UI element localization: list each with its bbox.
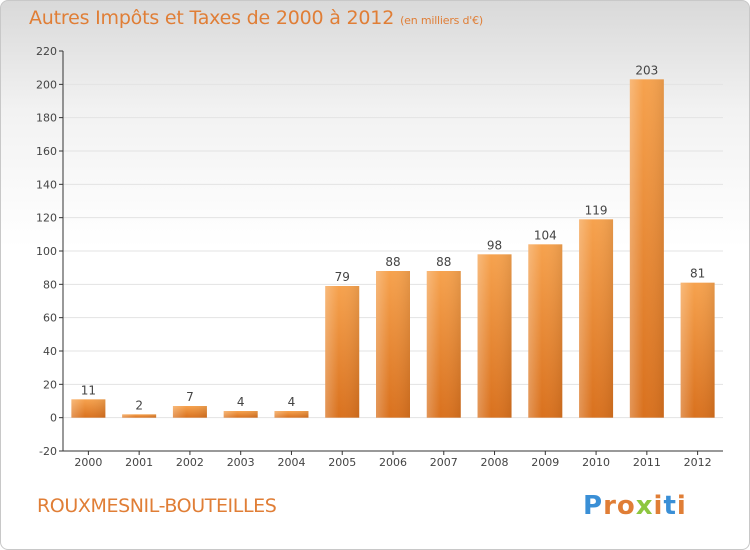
chart-subtitle: (en milliers d'€) [400,14,483,27]
logo-letter: i [676,491,687,521]
y-tick-label: 120 [36,212,57,225]
x-tick-label: 2009 [531,456,559,469]
bar-shading [680,282,715,418]
bar-shading [172,406,207,418]
data-label: 88 [385,255,400,269]
data-label: 88 [436,255,451,269]
proxiti-logo[interactable]: Proxiti [583,491,687,521]
data-label: 7 [186,390,194,404]
chart-title-text: Autres Impôts et Taxes de 2000 à 2012 [29,7,395,29]
y-tick-label: 180 [36,112,57,125]
bar-shading [629,79,664,418]
axes [59,50,723,455]
y-tick-label: 140 [36,178,57,191]
x-tick-label: 2001 [125,456,153,469]
logo-letter: i [653,491,664,521]
data-label: 2 [135,398,143,412]
bar-shading [376,271,410,418]
y-tick-label: 20 [43,378,57,391]
logo-letter: P [583,491,604,521]
bar-shading [579,219,614,418]
x-tick-label: 2002 [176,456,204,469]
bar-shading [528,244,563,418]
logo-letter: r [603,491,617,521]
bar-shading [325,286,360,418]
y-tick-label: 0 [50,412,57,425]
x-tick-label: 2011 [633,456,661,469]
logo-letter: t [663,491,677,521]
data-label: 98 [487,238,502,252]
logo-letter: x [635,491,654,521]
y-tick-label: 100 [36,245,57,258]
x-tick-label: 2005 [328,456,356,469]
bar-shading [223,411,258,418]
bar-shading [71,399,106,418]
x-tick-label: 2006 [379,456,407,469]
data-label: 4 [237,395,245,409]
y-tick-label: -20 [39,445,57,458]
data-label: 11 [81,383,96,397]
bar-shading [274,411,309,418]
data-label: 119 [585,203,608,217]
data-label: 104 [534,228,557,242]
data-label: 79 [335,270,350,284]
location-name: ROUXMESNIL-BOUTEILLES [37,495,277,517]
data-label: 4 [288,395,296,409]
y-tick-label: 40 [43,345,57,358]
bar-shading [426,271,461,418]
data-label: 81 [690,267,705,281]
chart-title: Autres Impôts et Taxes de 2000 à 2012 (en… [29,7,483,29]
bar-shading [122,414,157,418]
y-tick-label: 200 [36,78,57,91]
x-tick-label: 2007 [430,456,458,469]
data-label: 203 [635,63,658,77]
x-tick-label: 2003 [227,456,255,469]
x-tick-label: 2012 [684,456,712,469]
x-tick-label: 2010 [582,456,610,469]
labels: -20 0 20 40 60 80 100 120 140 160 180 200 220 2000 11 2… [36,45,712,469]
x-tick-label: 2000 [74,456,102,469]
logo-letter: o [616,491,636,521]
y-tick-label: 220 [36,45,57,58]
y-tick-label: 160 [36,145,57,158]
bar-shading [477,254,512,418]
x-tick-label: 2008 [481,456,509,469]
bars [71,79,715,418]
y-tick-label: 80 [43,278,57,291]
y-tick-label: 60 [43,312,57,325]
x-tick-label: 2004 [277,456,305,469]
